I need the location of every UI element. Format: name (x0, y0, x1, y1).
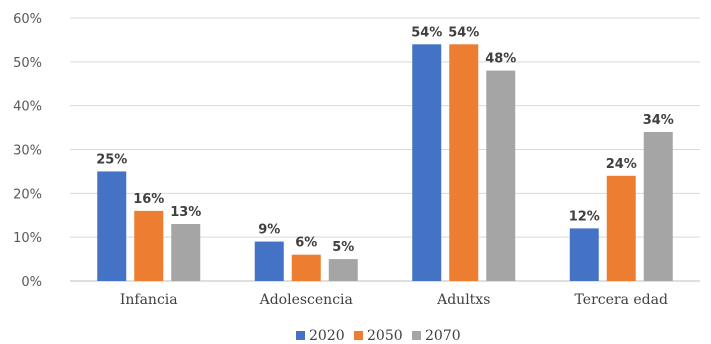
data-label: 5% (332, 240, 354, 255)
data-label: 6% (295, 236, 317, 251)
bar-2070-0 (171, 224, 201, 281)
data-label: 13% (170, 205, 201, 220)
category-label: Adultxs (436, 292, 490, 308)
data-label: 9% (258, 223, 280, 238)
data-label: 48% (485, 52, 516, 67)
bar-2050-3 (606, 175, 636, 281)
y-tick-label: 10% (13, 231, 42, 246)
bar-2070-1 (328, 259, 358, 281)
data-labels: 25% 16% 13% 9% 6% 5% 54% 54% 48% 12% 24% 34% (96, 25, 674, 255)
y-tick-label: 50% (13, 56, 42, 71)
y-tick-label: 40% (13, 100, 42, 115)
gridlines (70, 17, 700, 282)
category-label: Tercera edad (575, 292, 668, 308)
bar-2020-0 (97, 171, 127, 281)
category-labels: Infancia Adolescencia Adultxs Tercera edad (120, 292, 668, 308)
y-tick-label: 60% (13, 12, 42, 27)
bar-2050-2 (449, 44, 479, 281)
y-tick-label: 20% (13, 187, 42, 202)
bars (97, 44, 673, 281)
legend-swatch-2020 (296, 331, 305, 340)
legend: 2020 2050 2070 (296, 328, 461, 344)
category-label: Infancia (120, 292, 178, 308)
legend-swatch-2070 (412, 331, 421, 340)
y-axis-ticks: 0% 10% 20% 30% 40% 50% 60% (13, 12, 42, 290)
data-label: 54% (411, 25, 442, 40)
bar-2070-2 (486, 70, 516, 281)
bar-2050-0 (134, 210, 164, 281)
y-tick-label: 30% (13, 144, 42, 159)
legend-label: 2070 (425, 328, 461, 344)
bar-2050-1 (291, 254, 321, 281)
bar-2020-3 (569, 228, 599, 281)
legend-swatch-2050 (354, 331, 363, 340)
data-label: 24% (606, 157, 637, 172)
bar-2020-1 (254, 241, 284, 281)
legend-label: 2050 (367, 328, 403, 344)
category-label: Adolescencia (259, 292, 353, 308)
legend-label: 2020 (309, 328, 345, 344)
data-label: 54% (448, 25, 479, 40)
bar-2070-3 (643, 131, 673, 281)
y-tick-label: 0% (21, 275, 42, 290)
data-label: 16% (133, 192, 164, 207)
data-label: 25% (96, 152, 127, 167)
bar-2020-2 (412, 44, 442, 281)
data-label: 34% (643, 113, 674, 128)
data-label: 12% (569, 209, 600, 224)
